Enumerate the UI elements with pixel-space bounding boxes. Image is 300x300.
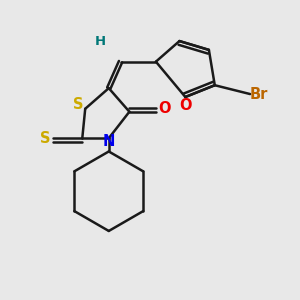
Text: N: N [103, 134, 115, 149]
Text: S: S [73, 97, 83, 112]
Text: H: H [94, 34, 106, 48]
Text: S: S [40, 131, 51, 146]
Text: O: O [179, 98, 192, 113]
Text: Br: Br [250, 87, 268, 102]
Text: O: O [158, 101, 170, 116]
